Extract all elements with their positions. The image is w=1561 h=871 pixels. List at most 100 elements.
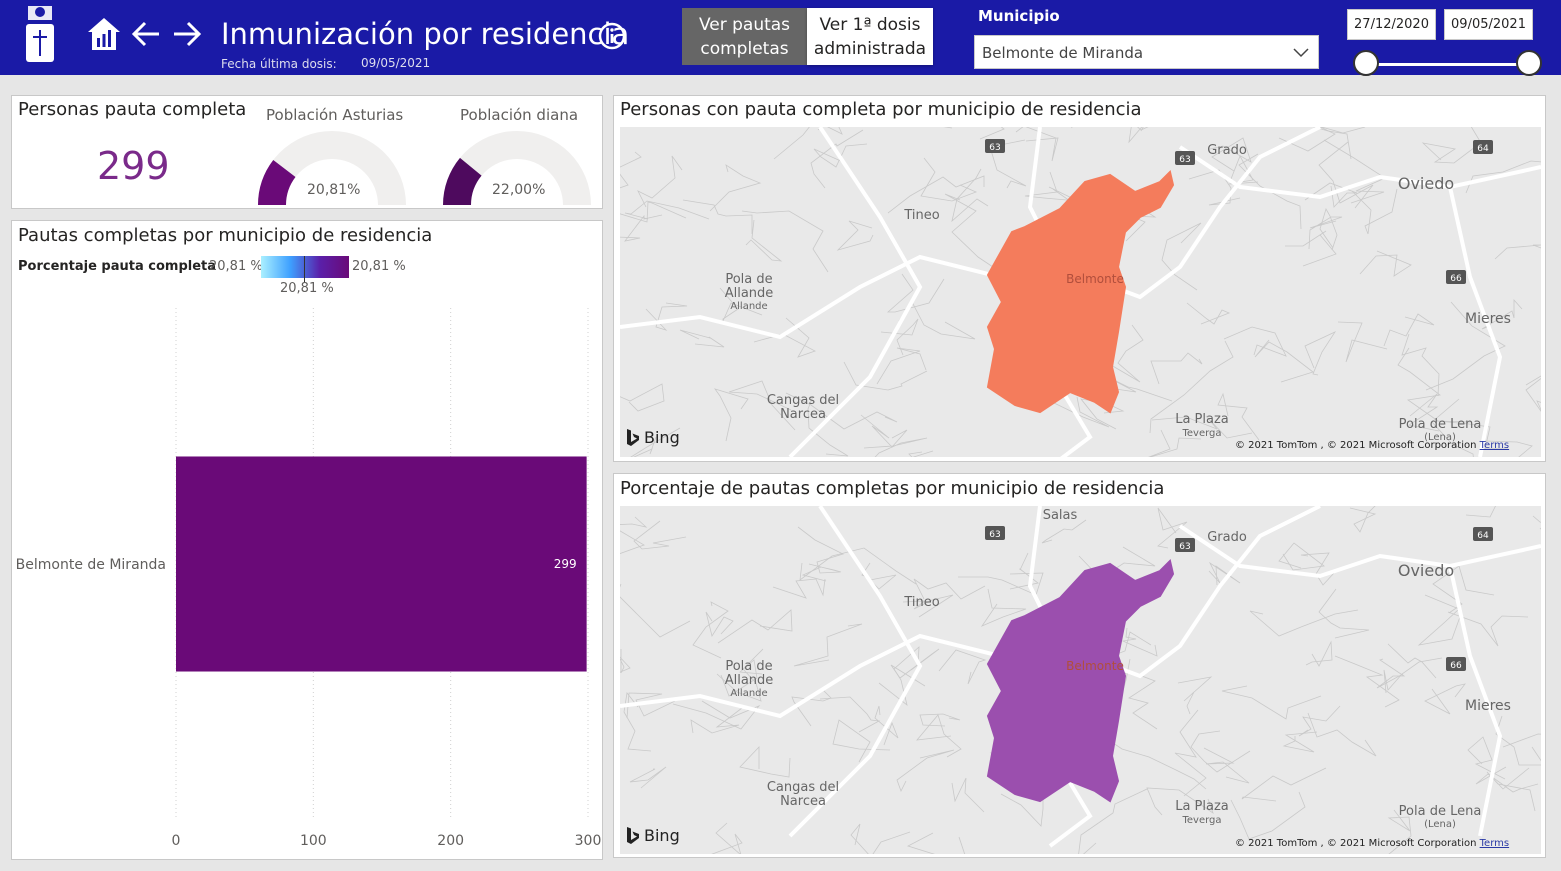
- map-river: [1337, 321, 1388, 363]
- bar-chart: 0 100 200 300 Belmonte de Miranda 299: [16, 308, 602, 849]
- map1-title: Personas con pauta completa por municipi…: [620, 99, 1142, 120]
- map-river: [1238, 153, 1302, 230]
- map-river: [797, 526, 845, 574]
- map2[interactable]: 63 63 64 66 Grado Oviedo Tineo Pola de Allande Al…: [620, 506, 1541, 854]
- map-river: [620, 649, 631, 674]
- map-river: [637, 155, 683, 208]
- route-63-label: 63: [989, 143, 1000, 153]
- map-road: [1178, 145, 1541, 200]
- route-63b-label: 63: [1179, 155, 1190, 165]
- map-river: [1298, 705, 1341, 737]
- map-road: [1048, 764, 1093, 848]
- map-river: [1465, 506, 1496, 518]
- map-label-tineo: Tineo: [903, 595, 939, 610]
- map-label-allande: Allande: [725, 673, 774, 688]
- chevron-down-icon: [1293, 48, 1309, 58]
- map-river: [1223, 326, 1287, 357]
- map-river: [1397, 347, 1441, 422]
- map-label-allande-small: Allande: [730, 301, 767, 312]
- map-river: [886, 273, 945, 313]
- municipio-region[interactable]: [986, 170, 1175, 414]
- map-river: [1494, 244, 1541, 260]
- map-river: [1249, 609, 1359, 637]
- map-road: [1178, 524, 1541, 579]
- map-river: [1217, 392, 1260, 441]
- map-river: [1254, 339, 1314, 383]
- kpi-value: 299: [97, 144, 170, 188]
- map2-terms-link[interactable]: Terms: [1479, 838, 1510, 849]
- map-river: [1149, 340, 1234, 434]
- municipio-region[interactable]: [986, 559, 1175, 803]
- bing-icon: [627, 428, 639, 446]
- x-tick-label: 300: [575, 833, 602, 849]
- forward-arrow-icon[interactable]: [166, 14, 206, 54]
- date-range-start-handle[interactable]: [1353, 50, 1379, 76]
- home-icon[interactable]: [84, 14, 124, 54]
- map-river: [1323, 139, 1386, 204]
- map-label-pola-allande: Pola de: [725, 272, 772, 287]
- map-label-narcea: Narcea: [780, 794, 826, 809]
- map-label-mieres: Mieres: [1465, 698, 1511, 714]
- date-end-input[interactable]: 09/05/2021: [1444, 9, 1533, 40]
- view-full-schedules-button[interactable]: Ver pautas completas: [682, 8, 807, 65]
- legend-min: 20,81 %: [209, 259, 263, 274]
- gauge-diana: [443, 131, 591, 205]
- map-river: [1177, 676, 1213, 715]
- legend-max: 20,81 %: [352, 259, 406, 274]
- map-river: [1157, 507, 1188, 549]
- map-river: [630, 427, 681, 457]
- map-river: [1383, 657, 1443, 694]
- municipio-dropdown[interactable]: Belmonte de Miranda: [974, 35, 1319, 69]
- map-river: [620, 383, 665, 412]
- map-river: [887, 175, 985, 214]
- map-river: [951, 168, 989, 223]
- map-river: [1312, 127, 1352, 160]
- date-start-input[interactable]: 27/12/2020: [1347, 9, 1436, 40]
- date-range-end-handle[interactable]: [1516, 50, 1542, 76]
- map-river: [1401, 333, 1440, 397]
- map-label-pola-lena: Pola de Lena: [1399, 417, 1482, 432]
- back-arrow-icon[interactable]: [127, 14, 167, 54]
- map-river: [1110, 324, 1144, 383]
- map-river: [711, 822, 743, 854]
- map-river: [1174, 709, 1207, 797]
- bar[interactable]: [176, 456, 587, 672]
- map1[interactable]: 63 63 64 66 Grado Oviedo Tineo Pola de Allande Al…: [620, 127, 1541, 457]
- route-64-label: 64: [1477, 531, 1489, 541]
- map-river: [843, 361, 928, 391]
- map-label-teverga: Teverga: [1181, 428, 1221, 439]
- map-river: [1421, 140, 1484, 164]
- map-river: [690, 707, 743, 734]
- gauge-asturias-fill: [258, 159, 296, 205]
- map-label-allande: Allande: [725, 286, 774, 301]
- gauge-diana-fill: [443, 157, 482, 205]
- map-river: [1431, 398, 1474, 457]
- map-river: [620, 583, 691, 638]
- map-river: [1417, 594, 1462, 646]
- map-river: [938, 649, 987, 685]
- route-63b-label-shield: [1175, 538, 1195, 552]
- map-river: [836, 220, 874, 251]
- map-label-salas: Salas: [1043, 508, 1078, 523]
- route-64-label-shield: [1473, 140, 1493, 154]
- map-label-belmonte: Belmonte: [1066, 659, 1124, 673]
- map-river: [1467, 736, 1506, 780]
- map1-credit-text: © 2021 TomTom , © 2021 Microsoft Corpora…: [1235, 440, 1477, 451]
- map-river: [807, 395, 849, 457]
- map-river: [620, 516, 648, 554]
- view-first-dose-button[interactable]: Ver 1ª dosis administrada: [807, 8, 933, 65]
- map-river: [819, 696, 881, 733]
- map1-terms-link[interactable]: Terms: [1479, 440, 1510, 451]
- map-river: [860, 414, 908, 448]
- x-tick-label: 0: [172, 833, 181, 849]
- map-river: [1479, 440, 1533, 457]
- map-river: [1481, 298, 1523, 330]
- date-range-slider-track[interactable]: [1366, 63, 1529, 66]
- legend-gradient: [261, 256, 349, 278]
- gauge-diana-track: [443, 131, 591, 205]
- map-river: [645, 302, 688, 331]
- map-river: [1383, 313, 1435, 347]
- info-icon[interactable]: [598, 22, 626, 50]
- map-river: [916, 714, 962, 758]
- map-river: [623, 692, 652, 752]
